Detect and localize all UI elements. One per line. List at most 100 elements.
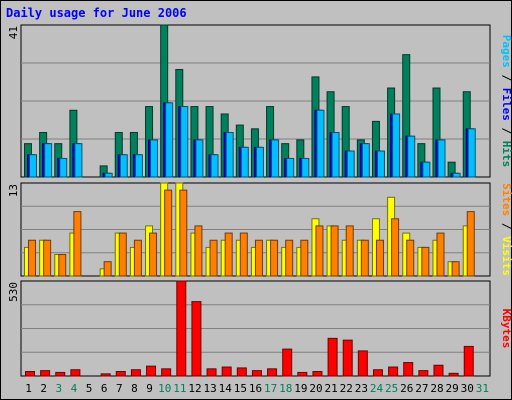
pages-bar xyxy=(452,172,461,178)
x-tick-label: 29 xyxy=(446,382,459,395)
x-tick-label: 16 xyxy=(249,382,262,395)
x-tick-label: 2 xyxy=(40,382,47,395)
pages-bar xyxy=(271,139,280,178)
kbytes-bar xyxy=(282,348,293,377)
kbytes-bar xyxy=(372,369,383,377)
legend-part: Hits xyxy=(500,141,512,168)
pages-bar xyxy=(437,139,446,178)
sites-bar xyxy=(330,225,339,277)
kbytes-bar xyxy=(221,366,232,377)
pages-bar xyxy=(255,146,264,178)
kbytes-bar xyxy=(176,280,187,377)
sites-bar xyxy=(194,225,203,277)
legend-part: Sites xyxy=(500,183,512,216)
kbytes-bar xyxy=(267,368,278,377)
sites-bar xyxy=(179,189,188,277)
series-legend: Pages / Files / Hits xyxy=(500,35,512,168)
pages-bar xyxy=(361,143,370,178)
sites-bar xyxy=(315,225,324,277)
x-tick-label: 11 xyxy=(173,382,186,395)
sites-bar xyxy=(436,232,445,277)
x-tick-label: 8 xyxy=(131,382,138,395)
x-tick-label: 20 xyxy=(309,382,322,395)
kbytes-bar xyxy=(130,369,141,377)
x-tick-label: 26 xyxy=(400,382,413,395)
kbytes-bar xyxy=(433,364,444,377)
x-tick-label: 22 xyxy=(340,382,353,395)
y-max-label: 13 xyxy=(7,184,20,197)
legend-part: / xyxy=(500,216,512,236)
x-tick-label: 24 xyxy=(370,382,384,395)
series-legend: KBytes xyxy=(500,309,512,349)
x-tick-label: 27 xyxy=(415,382,428,395)
chart-title: Daily usage for June 2006 xyxy=(6,6,187,20)
chart-panel-3: 530 KBytes xyxy=(7,280,512,377)
pages-bar xyxy=(74,143,83,178)
pages-bar xyxy=(392,113,401,178)
x-axis-day-labels: 1 2 3 4 5 6 7 8 9 10 11 12 13 14 15 16 17 18 19 20 21 22 23 24 2… xyxy=(25,382,489,395)
x-tick-label: 23 xyxy=(355,382,368,395)
kbytes-bar xyxy=(342,339,353,377)
sites-bar xyxy=(118,232,127,277)
pages-bar xyxy=(104,172,113,178)
sites-bar xyxy=(300,239,309,277)
x-tick-label: 5 xyxy=(86,382,93,395)
sites-bar xyxy=(149,232,158,277)
x-tick-label: 6 xyxy=(101,382,108,395)
legend-part: Files xyxy=(500,88,512,121)
pages-bar xyxy=(346,150,355,178)
pages-bar xyxy=(225,132,234,178)
kbytes-bar xyxy=(236,367,247,377)
pages-bar xyxy=(316,109,325,178)
kbytes-bar xyxy=(357,350,368,377)
pages-bar xyxy=(180,106,189,178)
x-tick-label: 28 xyxy=(430,382,443,395)
pages-bar xyxy=(44,143,53,178)
kbytes-bar xyxy=(191,301,202,377)
pages-bar xyxy=(119,154,128,178)
pages-bar xyxy=(376,150,385,178)
y-max-label: 41 xyxy=(7,26,20,39)
x-tick-label: 15 xyxy=(234,382,247,395)
sites-bar xyxy=(451,261,460,277)
legend-part: Visits xyxy=(500,236,512,276)
sites-bar xyxy=(421,246,430,277)
kbytes-bar xyxy=(70,369,81,377)
sites-bar xyxy=(239,232,248,277)
pages-bar xyxy=(407,135,416,178)
pages-bar xyxy=(165,102,174,178)
sites-bar xyxy=(133,239,142,277)
pages-bar xyxy=(134,154,143,178)
kbytes-bar xyxy=(161,368,172,377)
x-tick-label: 4 xyxy=(71,382,78,395)
sites-bar xyxy=(224,232,233,277)
kbytes-bar xyxy=(327,337,338,377)
sites-bar xyxy=(254,239,263,277)
sites-bar xyxy=(164,189,173,277)
sites-bar xyxy=(270,239,279,277)
kbytes-bar xyxy=(100,373,111,377)
kbytes-bar xyxy=(206,368,217,377)
x-tick-label: 30 xyxy=(461,382,474,395)
sites-bar xyxy=(28,239,36,277)
x-tick-label: 1 xyxy=(25,382,32,395)
pages-bar xyxy=(29,154,37,178)
x-tick-label: 10 xyxy=(158,382,171,395)
sites-bar xyxy=(360,239,369,277)
x-tick-label: 14 xyxy=(219,382,233,395)
pages-bar xyxy=(195,139,204,178)
chart-panel-2: 13 Sites / Visits xyxy=(7,182,512,277)
x-tick-label: 7 xyxy=(116,382,123,395)
kbytes-bar xyxy=(40,370,51,377)
sites-bar xyxy=(285,239,294,277)
chart-panels: 41 Pages / Files / Hits 13 Sites / Visits 53… xyxy=(7,24,512,377)
sites-bar xyxy=(209,239,218,277)
kbytes-bar xyxy=(146,365,157,377)
sites-bar xyxy=(103,261,112,277)
x-tick-label: 19 xyxy=(294,382,307,395)
legend-part: Pages xyxy=(500,35,512,68)
x-tick-label: 18 xyxy=(279,382,292,395)
pages-bar xyxy=(301,157,310,178)
chart-panel-1: 41 Pages / Files / Hits xyxy=(7,24,512,178)
pages-bar xyxy=(150,139,159,178)
